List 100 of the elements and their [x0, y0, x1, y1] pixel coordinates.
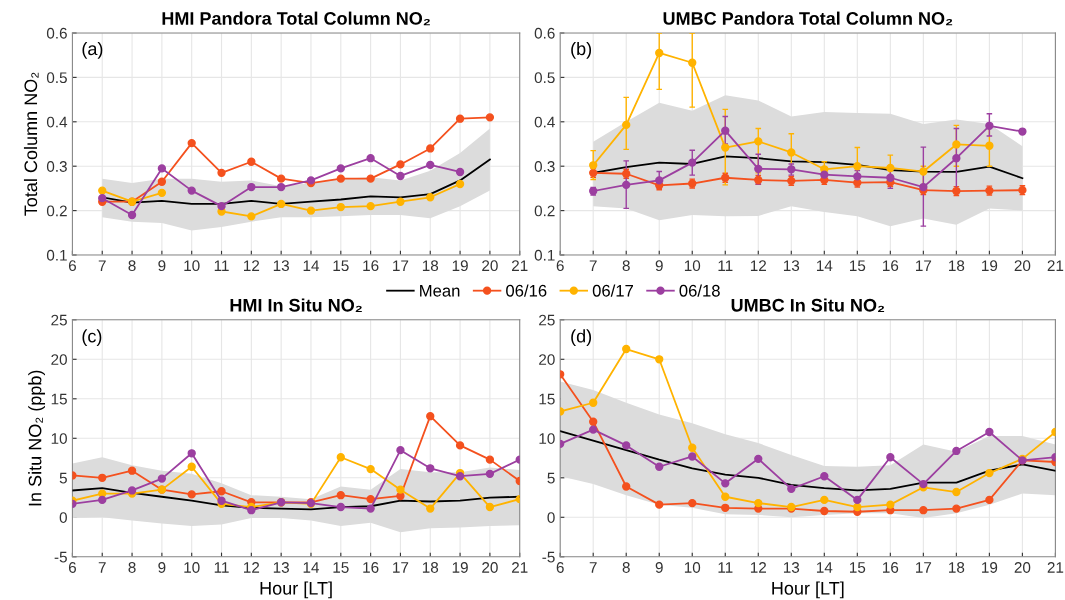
- x-tick-label: 13: [783, 562, 800, 573]
- legend-label: 06/16: [506, 284, 547, 297]
- chart-title: HMI Pandora Total Column NO₂: [162, 11, 430, 26]
- x-tick-label: 14: [816, 562, 833, 573]
- x-tick-label: 12: [750, 260, 767, 271]
- x-tick-label: 11: [214, 260, 229, 271]
- x-tick-label: 20: [1014, 562, 1031, 573]
- x-tick-label: 13: [783, 260, 800, 272]
- x-tick-label: 19: [982, 562, 998, 573]
- y-tick-label: 0.1: [46, 249, 67, 261]
- x-tick-label: 16: [363, 562, 379, 573]
- x-tick-label: 21: [1047, 562, 1064, 573]
- x-tick-label: 15: [333, 562, 349, 573]
- x-tick-label: 17: [916, 562, 932, 573]
- legend-label: Mean: [420, 285, 460, 297]
- x-tick-label: 20: [482, 562, 498, 573]
- x-tick-label: 11: [718, 562, 733, 573]
- y-tick-label: 5: [59, 472, 67, 484]
- x-tick-label: 9: [158, 562, 166, 573]
- y-tick-label: 0.1: [534, 249, 555, 261]
- x-tick-label: 19: [452, 562, 468, 573]
- x-tick-label: 12: [244, 562, 260, 573]
- x-tick-label: 20: [1014, 260, 1031, 272]
- y-tick-label: 5: [547, 472, 555, 484]
- y-tick-label: 0.3: [534, 161, 555, 172]
- x-axis-title: Hour [LT]: [260, 581, 332, 599]
- y-tick-label: 20: [539, 354, 555, 365]
- x-tick-label: 11: [214, 562, 229, 573]
- y-tick-label: -5: [54, 551, 67, 563]
- x-tick-label: 7: [589, 562, 597, 573]
- legend-label: 06/18: [679, 284, 720, 297]
- annotation: (d): [571, 329, 592, 347]
- x-tick-label: 17: [393, 260, 409, 271]
- x-tick-label: 12: [244, 260, 260, 271]
- y-tick-label: 15: [51, 393, 67, 405]
- x-tick-label: 6: [68, 260, 76, 272]
- annotation: (c): [82, 329, 102, 347]
- x-tick-label: 9: [655, 260, 663, 272]
- x-tick-label: 10: [184, 562, 200, 573]
- y-tick-label: 0.5: [534, 72, 555, 84]
- x-tick-label: 18: [949, 260, 965, 272]
- chart-title: UMBC In Situ NO₂: [731, 298, 885, 313]
- y-tick-label: 0.4: [534, 116, 555, 128]
- x-tick-label: 16: [883, 562, 899, 573]
- y-tick-label: -5: [542, 551, 555, 563]
- x-tick-label: 9: [158, 260, 166, 272]
- x-tick-label: 18: [949, 562, 965, 573]
- x-tick-label: 17: [393, 562, 409, 573]
- y-tick-label: 0.2: [46, 205, 67, 217]
- x-tick-label: 10: [684, 260, 701, 272]
- x-tick-label: 14: [303, 562, 320, 573]
- y-tick-label: 10: [51, 433, 67, 444]
- y-tick-label: 20: [51, 354, 67, 365]
- x-tick-label: 16: [363, 260, 379, 272]
- x-tick-label: 18: [422, 260, 439, 272]
- x-tick-label: 8: [622, 260, 630, 272]
- x-tick-label: 13: [273, 562, 289, 573]
- x-tick-label: 14: [303, 260, 320, 271]
- x-tick-label: 8: [622, 562, 630, 573]
- legend-label: 06/17: [592, 284, 633, 297]
- y-tick-label: 0.6: [534, 27, 555, 39]
- y-tick-label: 0.4: [46, 116, 68, 128]
- x-tick-label: 21: [1047, 260, 1064, 271]
- x-tick-label: 21: [511, 562, 528, 573]
- y-tick-label: 0: [547, 512, 555, 523]
- chart-title: HMI In Situ NO₂: [230, 298, 362, 313]
- x-tick-label: 17: [916, 260, 932, 271]
- x-tick-label: 21: [511, 260, 528, 271]
- x-tick-label: 14: [816, 260, 833, 271]
- x-tick-label: 6: [556, 562, 564, 573]
- y-tick-label: 0.5: [46, 72, 67, 84]
- x-tick-label: 12: [750, 562, 767, 573]
- x-tick-label: 7: [98, 260, 106, 271]
- x-tick-label: 19: [982, 260, 998, 272]
- y-tick-label: 25: [539, 314, 555, 326]
- x-tick-label: 11: [718, 260, 733, 271]
- y-tick-label: 15: [539, 393, 555, 405]
- x-tick-label: 18: [422, 562, 439, 573]
- x-tick-label: 7: [589, 260, 597, 271]
- x-axis-title: Hour [LT]: [772, 581, 844, 599]
- x-tick-label: 16: [883, 260, 899, 272]
- y-tick-label: 0.2: [534, 205, 555, 217]
- y-tick-label: 0.3: [46, 161, 67, 172]
- x-tick-label: 13: [273, 260, 289, 272]
- x-tick-label: 10: [684, 562, 701, 573]
- x-tick-label: 8: [128, 562, 136, 573]
- annotation: (a): [82, 41, 103, 59]
- x-tick-label: 10: [184, 260, 200, 272]
- y-tick-label: 10: [539, 433, 555, 444]
- x-tick-label: 15: [333, 260, 349, 272]
- y-tick-label: 25: [51, 314, 67, 326]
- x-tick-label: 19: [452, 260, 468, 272]
- annotation: (b): [571, 41, 592, 59]
- x-tick-label: 8: [128, 260, 136, 272]
- y-axis-title: In Situ NO₂ (ppb): [28, 370, 46, 506]
- y-tick-label: 0: [59, 512, 67, 523]
- x-tick-label: 9: [655, 562, 663, 573]
- x-tick-label: 15: [849, 260, 866, 272]
- x-tick-label: 15: [849, 562, 866, 573]
- x-tick-label: 6: [556, 260, 564, 272]
